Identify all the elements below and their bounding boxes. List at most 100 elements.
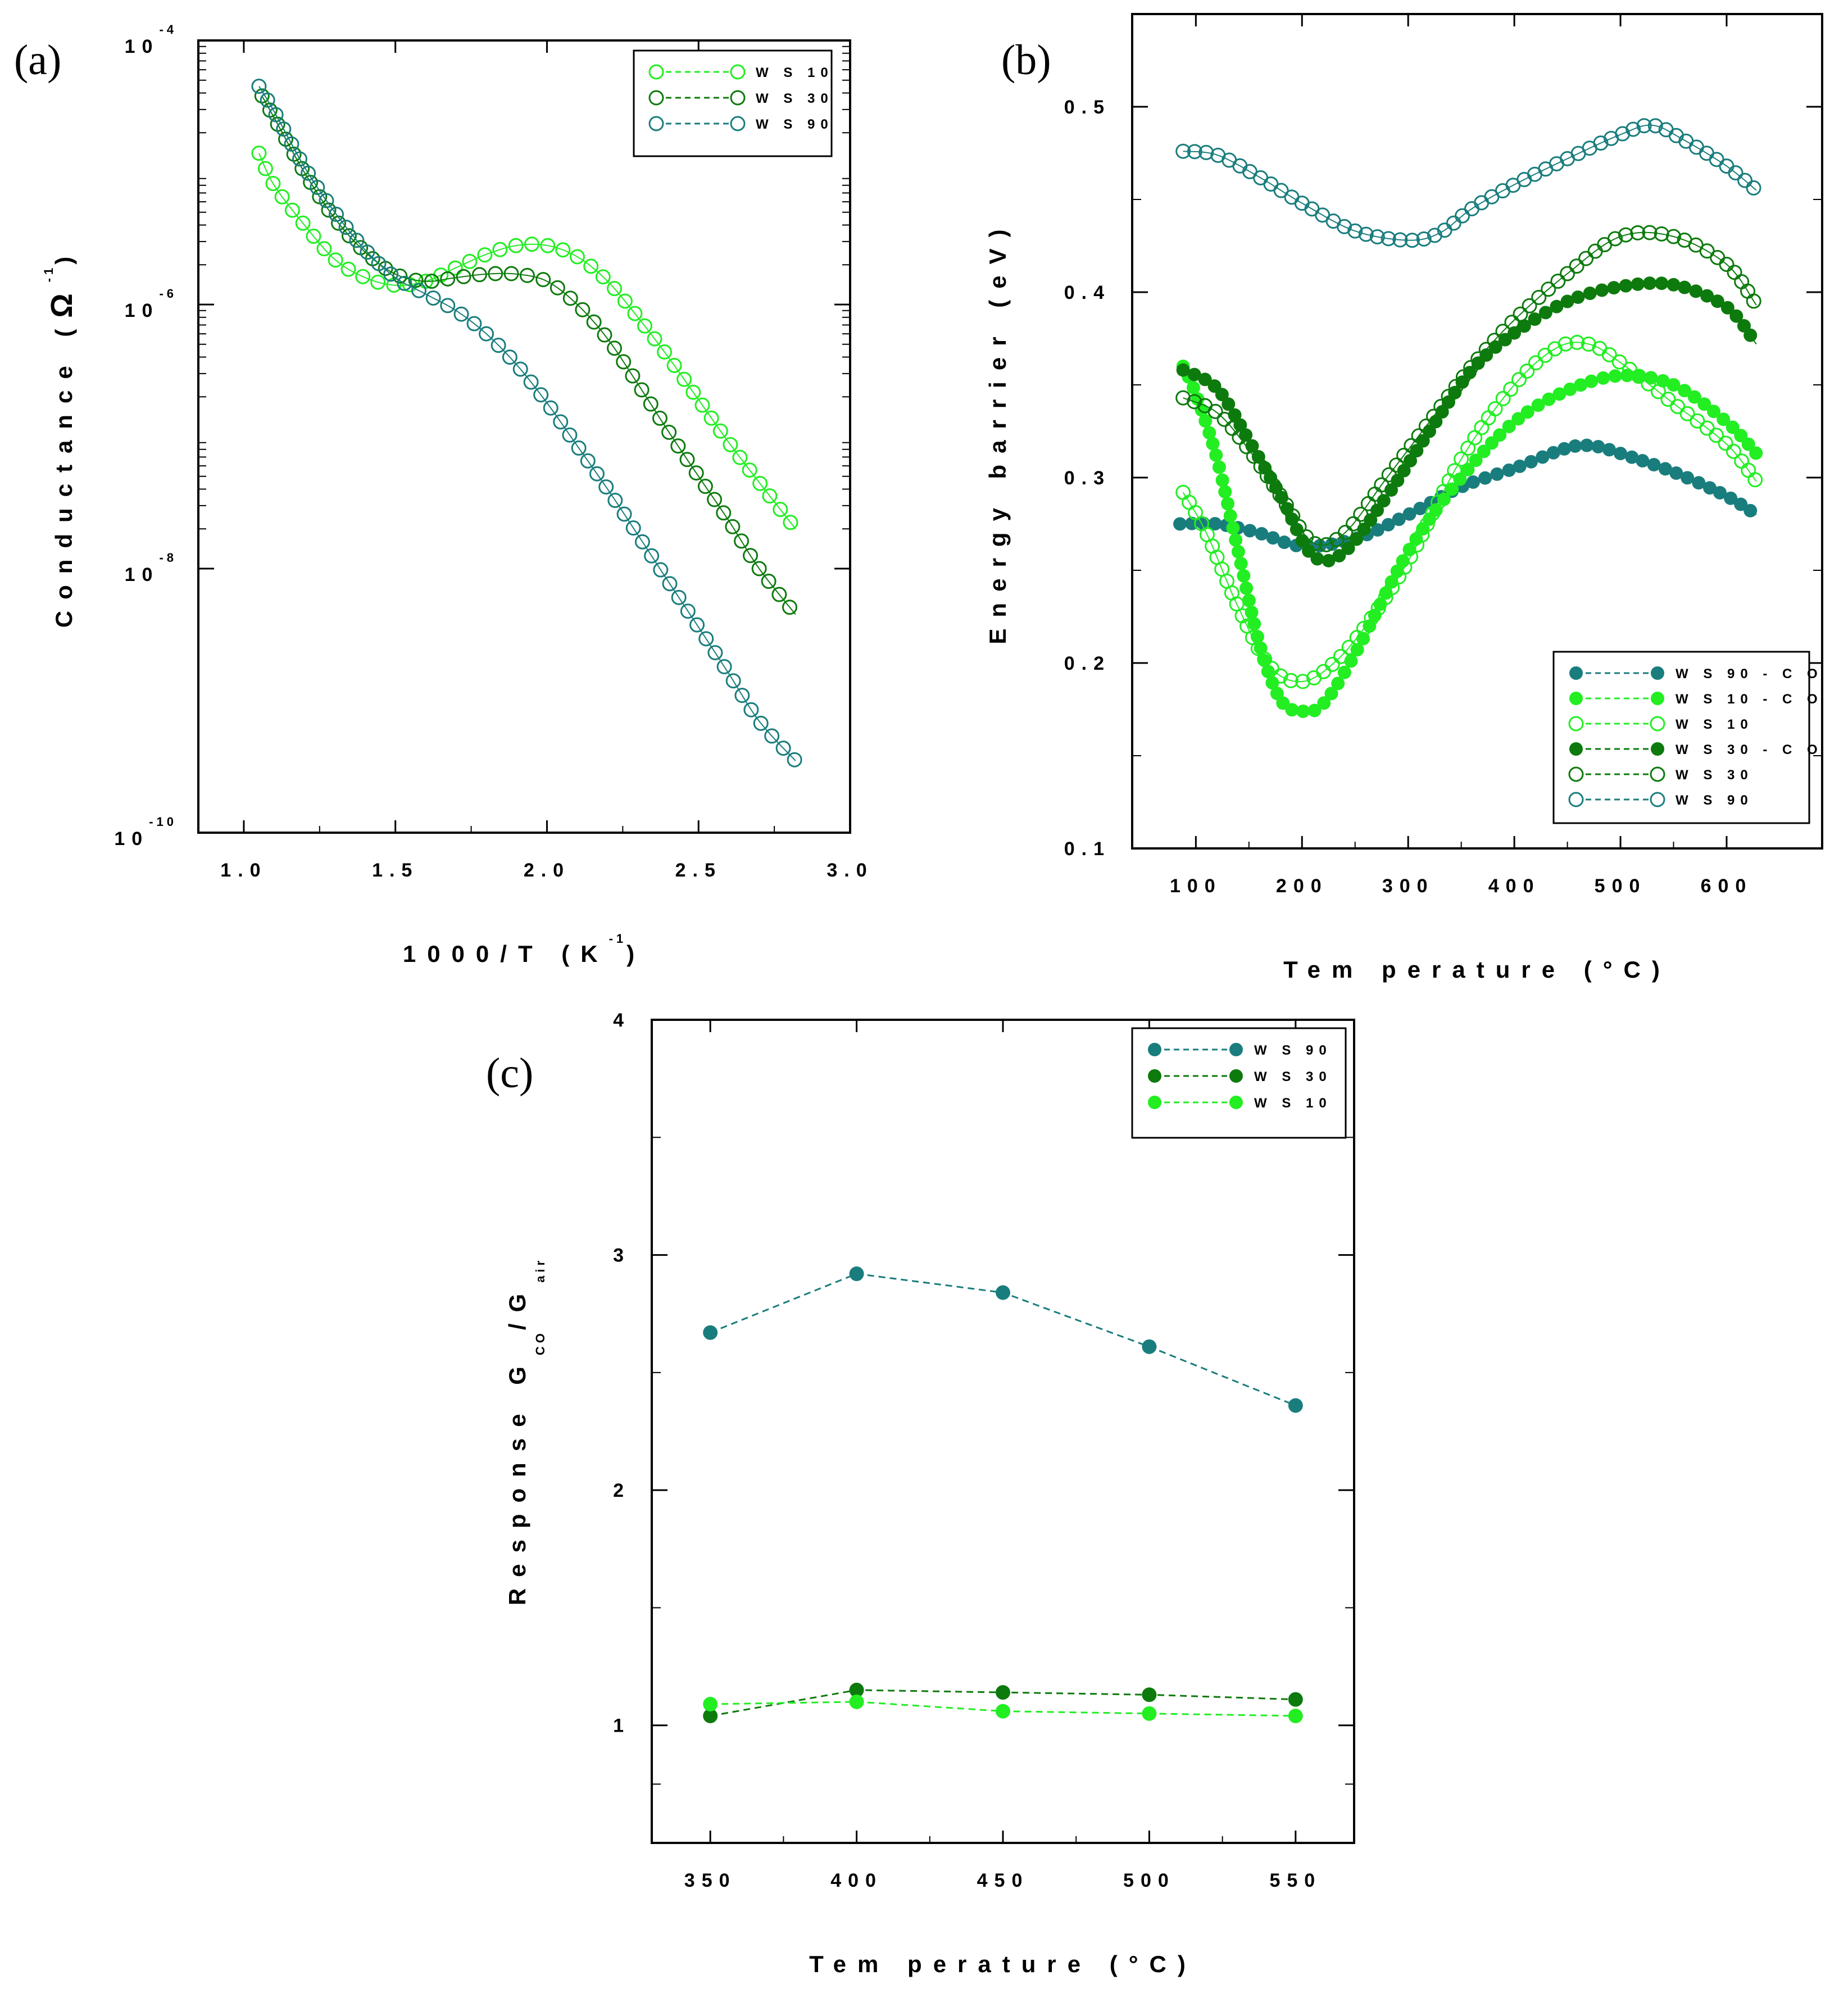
data-point <box>408 273 424 288</box>
data-point <box>1176 363 1190 377</box>
data-point <box>1550 299 1564 314</box>
series-line <box>258 85 796 761</box>
data-point <box>295 215 311 231</box>
data-point <box>996 1704 1010 1719</box>
data-point <box>725 673 741 689</box>
data-point <box>512 361 528 377</box>
series-a-ws90-open <box>251 78 802 768</box>
data-point <box>1467 430 1483 446</box>
data-point <box>1528 312 1542 326</box>
data-point <box>627 306 643 321</box>
data-point <box>783 515 798 530</box>
data-point <box>1288 1692 1303 1707</box>
data-point <box>1388 457 1404 473</box>
data-point <box>1528 355 1543 371</box>
y-tick-label: 0.4 <box>1064 282 1111 303</box>
data-point <box>1687 390 1701 404</box>
data-point <box>688 465 704 481</box>
series-b-ws90-open <box>1175 118 1761 248</box>
legend-marker <box>730 64 746 80</box>
x-axis-label: Tem perature (°C) <box>809 1951 1197 1977</box>
data-layer-a <box>251 78 802 768</box>
data-point <box>328 206 344 222</box>
data-point <box>1611 354 1627 370</box>
data-point <box>1541 281 1556 297</box>
data-point <box>1392 512 1406 526</box>
data-point <box>1448 379 1464 394</box>
x-tick-label: 200 <box>1276 875 1328 897</box>
data-point <box>1381 467 1397 483</box>
legend-label: W S 90 <box>1254 1043 1332 1058</box>
data-point <box>1477 444 1491 458</box>
legend-marker <box>1568 792 1584 807</box>
y-tick-label: 10-4 <box>125 22 177 57</box>
data-point <box>1187 144 1202 160</box>
data-point <box>319 193 334 208</box>
data-point <box>1463 360 1479 375</box>
legend-label: W S 90 <box>756 117 834 132</box>
data-point <box>1487 401 1503 416</box>
y-axis-label-end: ) <box>51 246 77 265</box>
x-axis-label-end: ) <box>626 941 646 967</box>
x-tick-label: 500 <box>1123 1870 1175 1891</box>
series-line <box>1182 342 1757 683</box>
data-point <box>666 357 682 373</box>
data-point <box>471 267 487 283</box>
data-point <box>1746 180 1761 196</box>
legend-c: W S 90 W S 30 W S 10 <box>1131 1027 1347 1139</box>
data-point <box>703 1708 718 1723</box>
y-axis-label-exponent: -1 <box>42 265 56 283</box>
data-point <box>764 728 780 744</box>
data-point <box>1307 536 1323 552</box>
data-point <box>1341 541 1355 555</box>
y-tick-label: 10-8 <box>125 551 177 585</box>
data-point <box>707 492 723 507</box>
series-b-ws30-open <box>1175 225 1761 552</box>
data-point <box>712 423 728 439</box>
data-point <box>1718 435 1733 451</box>
data-point <box>555 242 571 258</box>
data-point <box>1324 687 1338 701</box>
data-point <box>1396 447 1412 463</box>
data-point <box>1364 610 1379 626</box>
data-point <box>355 269 371 284</box>
legend-marker <box>1651 742 1664 756</box>
data-point <box>1384 580 1400 596</box>
data-point <box>634 534 650 550</box>
data-point <box>1743 328 1758 342</box>
data-point <box>583 258 599 274</box>
data-point <box>1295 674 1311 689</box>
data-point <box>1142 1687 1157 1702</box>
x-axis-label: 1000/T (K-1) <box>403 932 646 967</box>
y-tick-label: 0.1 <box>1064 838 1111 860</box>
data-point <box>292 151 307 167</box>
data-point <box>1619 279 1633 293</box>
data-point <box>1479 348 1493 362</box>
data-point <box>1234 557 1248 571</box>
data-point <box>1239 581 1254 595</box>
data-point <box>662 576 678 592</box>
data-point <box>1229 533 1243 547</box>
y-tick-label: 10-6 <box>125 287 177 321</box>
y-axis-label-mid: /G <box>504 1283 530 1330</box>
data-point <box>762 488 778 504</box>
data-point <box>679 452 695 467</box>
data-point <box>1218 485 1232 499</box>
y-tick-base: 10 <box>125 300 160 321</box>
data-point <box>1209 448 1223 462</box>
data-point <box>1322 553 1336 567</box>
legend-marker <box>730 90 746 106</box>
data-point <box>1291 519 1307 534</box>
data-point <box>1531 289 1547 305</box>
y-axis-label-sub: CO <box>533 1330 547 1355</box>
data-point <box>1173 517 1187 531</box>
data-point <box>1447 463 1463 479</box>
data-point <box>265 176 281 192</box>
x-tick-label: 350 <box>684 1870 737 1891</box>
data-point <box>1709 428 1724 443</box>
panel-a: (a)1.0 1.5 2.0 2.5 3.010-410-610-810-101000/… <box>14 22 867 967</box>
data-point <box>1595 283 1609 297</box>
data-point <box>1524 455 1538 469</box>
data-point <box>1692 476 1706 490</box>
data-point <box>1502 463 1516 477</box>
